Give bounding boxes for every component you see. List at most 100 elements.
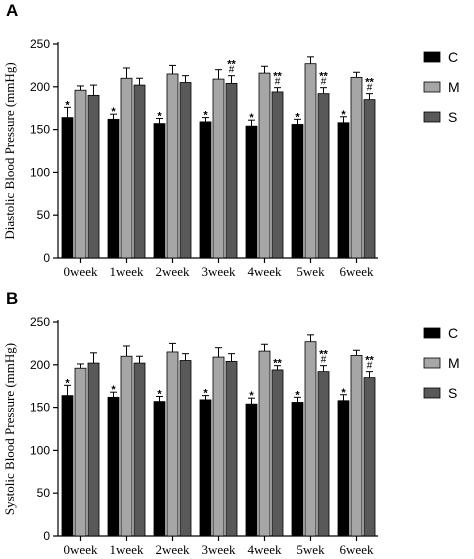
y-tick-label: 200 <box>30 358 50 372</box>
significance-mark: * <box>295 111 300 123</box>
bar-c <box>337 122 350 259</box>
x-tick-label: 0week <box>64 542 98 557</box>
legend-swatch-c <box>423 327 441 339</box>
significance-mark: * <box>341 387 346 399</box>
bar-m <box>304 341 317 537</box>
y-tick-label: 0 <box>43 251 50 265</box>
bar-s <box>87 94 100 259</box>
y-tick-label: 100 <box>30 443 50 457</box>
significance-mark: * <box>65 99 70 111</box>
x-tick-label: 6week <box>340 264 374 279</box>
y-tick-label: 250 <box>30 315 50 329</box>
bar-c <box>107 118 120 259</box>
bar-m <box>350 76 363 259</box>
bar-c <box>199 399 212 537</box>
bar-c <box>107 396 120 537</box>
significance-mark: # <box>229 65 235 76</box>
bar-c <box>61 395 74 537</box>
bar-c <box>61 117 74 259</box>
y-tick-label: 250 <box>30 37 50 51</box>
bar-s <box>363 377 376 537</box>
significance-mark: # <box>367 361 373 372</box>
significance-mark: * <box>249 390 254 402</box>
bar-m <box>304 63 317 259</box>
legend-swatch-m <box>423 357 441 369</box>
y-tick-label: 100 <box>30 165 50 179</box>
bar-s <box>317 371 330 537</box>
x-tick-label: 3week <box>202 264 236 279</box>
significance-mark: * <box>157 110 162 122</box>
y-axis-label: Diastolic Blood Pressure (mmHg) <box>2 62 17 239</box>
x-tick-label: 1week <box>110 264 144 279</box>
legend-label-m: M <box>448 355 460 371</box>
y-tick-label: 200 <box>30 80 50 94</box>
x-tick-label: 1week <box>110 542 144 557</box>
legend-label-s: S <box>448 109 457 125</box>
bar-s <box>133 84 146 259</box>
y-tick-label: 50 <box>37 486 51 500</box>
significance-mark: * <box>111 106 116 118</box>
legend-swatch-s <box>423 111 441 123</box>
bar-c <box>245 125 258 259</box>
bar-s <box>317 93 330 259</box>
significance-mark: * <box>341 109 346 121</box>
bar-s <box>271 91 284 259</box>
significance-mark: # <box>275 77 281 88</box>
significance-mark: ** <box>319 71 328 83</box>
bar-m <box>74 89 87 259</box>
legend-label-m: M <box>448 79 460 95</box>
y-tick-label: 0 <box>43 529 50 543</box>
bar-s <box>133 362 146 537</box>
bar-s <box>179 360 192 537</box>
y-axis-label: Systolic Blood Pressure (mmHg) <box>2 343 17 515</box>
y-tick-label: 50 <box>37 208 51 222</box>
significance-mark: * <box>65 377 70 389</box>
legend-swatch-m <box>423 81 441 93</box>
y-tick-label: 150 <box>30 123 50 137</box>
x-tick-label: 2week <box>156 542 190 557</box>
bar-s <box>225 82 238 259</box>
bar-m <box>258 350 271 537</box>
significance-mark: * <box>203 110 208 122</box>
significance-mark: ** <box>273 358 282 370</box>
significance-mark: ** <box>227 59 236 71</box>
bar-c <box>245 403 258 537</box>
x-tick-label: 3week <box>202 542 236 557</box>
bar-m <box>120 355 133 537</box>
bar-c <box>153 401 166 537</box>
bar-m <box>212 356 225 537</box>
bar-m <box>74 367 87 537</box>
bar-m <box>120 77 133 259</box>
bar-m <box>166 73 179 259</box>
significance-mark: * <box>249 112 254 124</box>
significance-mark: * <box>295 389 300 401</box>
bar-s <box>225 360 238 537</box>
significance-mark: # <box>321 355 327 366</box>
significance-mark: ** <box>319 349 328 361</box>
x-tick-label: 6week <box>340 542 374 557</box>
bar-m <box>212 78 225 259</box>
bar-m <box>350 354 363 537</box>
legend-swatch-s <box>423 387 441 399</box>
bar-c <box>291 402 304 537</box>
bar-m <box>166 351 179 537</box>
bar-s <box>363 99 376 259</box>
significance-mark: * <box>203 388 208 400</box>
chart-panel-b: B Systolic Blood Pressure (mmHg) 0 50 100 150… <box>2 289 460 557</box>
significance-mark: * <box>111 384 116 396</box>
x-tick-label: 0week <box>64 264 98 279</box>
x-tick-label: 5wek <box>296 542 325 557</box>
bar-s <box>179 82 192 259</box>
bar-s <box>271 369 284 537</box>
panel-letter: A <box>6 1 18 20</box>
panel-letter: B <box>6 289 18 308</box>
significance-mark: ** <box>365 77 374 89</box>
legend-label-s: S <box>448 385 457 401</box>
significance-mark: ** <box>365 355 374 367</box>
x-tick-label: 5wek <box>296 264 325 279</box>
legend-label-c: C <box>448 49 458 65</box>
bar-c <box>153 123 166 259</box>
legend-label-c: C <box>448 325 458 341</box>
x-tick-label: 4week <box>248 264 282 279</box>
